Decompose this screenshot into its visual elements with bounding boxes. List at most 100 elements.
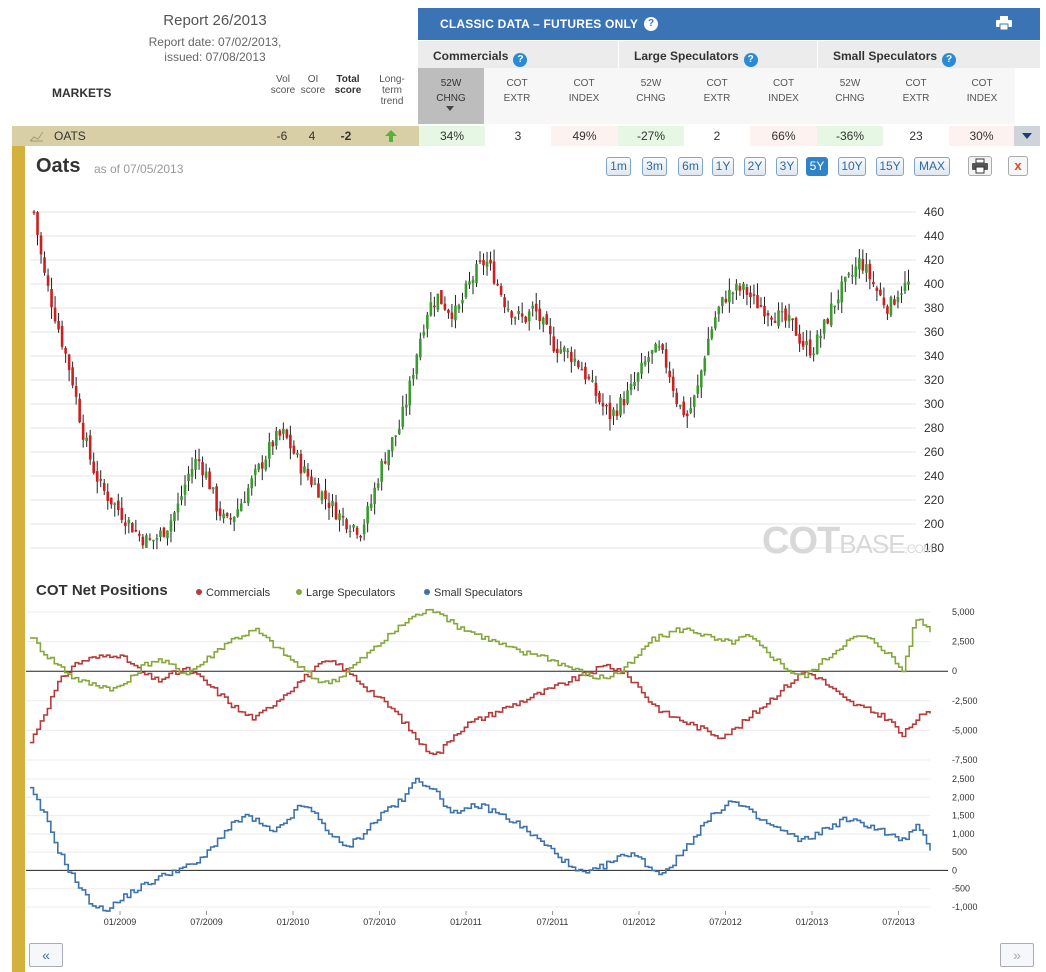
candle-body — [587, 376, 591, 379]
large-cot-extr: 2 — [713, 129, 721, 143]
candle-body — [426, 314, 429, 329]
candle-body — [352, 525, 355, 528]
range-3y-button[interactable]: 3Y — [776, 157, 798, 176]
candle-body — [138, 533, 141, 536]
candle-body — [812, 353, 815, 356]
range-10y-button[interactable]: 10Y — [838, 157, 866, 176]
candle-body — [320, 491, 324, 501]
candle-body — [780, 311, 784, 313]
candle-body — [275, 430, 278, 446]
series-small-speculators — [30, 777, 931, 912]
collapse-toggle[interactable] — [1014, 126, 1040, 146]
candle-body — [555, 348, 559, 354]
col-small-52w-chng[interactable]: 52W CHNG — [817, 68, 883, 124]
question-icon[interactable]: ? — [644, 17, 658, 31]
y-tick-label: -2,500 — [952, 696, 978, 706]
candle-body — [622, 398, 626, 406]
col-large-cot-extr[interactable]: COT EXTR — [684, 68, 750, 124]
next-button[interactable]: » — [1000, 943, 1034, 967]
candle-body — [433, 305, 436, 308]
markets-header: MARKETS — [52, 86, 112, 100]
arrow-up-icon — [385, 130, 397, 142]
candle-body — [190, 468, 194, 477]
candle-body — [710, 329, 714, 339]
candle-body — [699, 370, 703, 388]
legend-large-speculators[interactable]: Large Speculators — [296, 587, 395, 599]
candle-body — [131, 523, 134, 533]
y-tick-label: 0 — [952, 865, 957, 875]
question-icon[interactable]: ? — [743, 53, 758, 67]
question-icon[interactable]: ? — [513, 53, 528, 67]
col-comm-cot-extr[interactable]: COT EXTR — [484, 68, 550, 124]
candle-body — [250, 478, 254, 489]
candle-body — [183, 484, 187, 495]
question-icon[interactable]: ? — [942, 53, 957, 67]
candle-body — [457, 305, 461, 310]
prev-button[interactable]: « — [29, 943, 63, 967]
report-date: Report date: 07/02/2013, — [148, 35, 282, 49]
col-comm-cot-index[interactable]: COT INDEX — [550, 68, 618, 124]
candle-body — [563, 347, 566, 352]
range-6m-button[interactable]: 6m — [678, 157, 703, 176]
candle-body — [510, 311, 513, 318]
x-tick-label: 07/2010 — [363, 917, 396, 927]
market-row-oats[interactable]: OATS -6 4 -2 — [26, 126, 419, 146]
range-1y-button[interactable]: 1Y — [712, 157, 734, 176]
y-tick-label: 180 — [924, 541, 944, 555]
vol-score-header[interactable]: Vol score — [270, 74, 296, 96]
candle-body — [85, 437, 88, 442]
legend-small-speculators[interactable]: Small Speculators — [424, 587, 523, 599]
candle-body — [303, 466, 306, 473]
candle-body — [194, 458, 197, 470]
candle-body — [282, 428, 285, 434]
candle-body — [383, 461, 387, 464]
candle-body — [605, 404, 608, 407]
candle-body — [889, 296, 893, 316]
col-small-cot-extr[interactable]: COT EXTR — [883, 68, 949, 124]
row-marker — [12, 126, 26, 146]
candle-body — [359, 535, 362, 538]
range-5y-button[interactable]: 5Y — [806, 157, 828, 176]
col-small-cot-index[interactable]: COT INDEX — [949, 68, 1015, 124]
candle-body — [671, 376, 675, 391]
range-2y-button[interactable]: 2Y — [744, 157, 766, 176]
trend-header[interactable]: Long-term trend — [379, 74, 405, 107]
col-comm-52w-chng[interactable]: 52W CHNG — [418, 68, 484, 124]
candle-body — [805, 341, 808, 346]
candle-body — [903, 282, 907, 292]
candle-body — [397, 428, 401, 434]
candle-body — [197, 459, 201, 462]
candle-body — [499, 286, 503, 295]
candle-body — [429, 302, 433, 316]
col-large-52w-chng[interactable]: 52W CHNG — [618, 68, 684, 124]
as-of-date: as of 07/05/2013 — [94, 162, 184, 176]
close-button[interactable]: x — [1008, 156, 1028, 176]
range-15y-button[interactable]: 15Y — [876, 157, 904, 176]
candle-body — [310, 476, 313, 485]
candle-body — [531, 305, 535, 309]
y-tick-label: 500 — [952, 847, 967, 857]
range-3m-button[interactable]: 3m — [642, 157, 667, 176]
candle-body — [141, 536, 145, 546]
candle-body — [668, 370, 671, 378]
range-1m-button[interactable]: 1m — [606, 157, 631, 176]
oi-score-header[interactable]: OI score — [300, 74, 326, 96]
candle-body — [601, 402, 605, 407]
candle-body — [591, 380, 594, 382]
candle-body — [454, 305, 457, 321]
x-tick-label: 01/2009 — [104, 917, 137, 927]
total-score: -2 — [340, 129, 352, 143]
market-name[interactable]: OATS — [54, 129, 86, 143]
print-button[interactable] — [968, 156, 992, 176]
candle-body — [836, 299, 840, 304]
candle-body — [524, 316, 527, 323]
range-max-button[interactable]: MAX — [914, 157, 950, 176]
total-score-header[interactable]: Total score — [334, 74, 362, 96]
col-large-cot-index[interactable]: COT INDEX — [750, 68, 817, 124]
candle-body — [345, 519, 348, 530]
legend-commercials[interactable]: Commercials — [196, 587, 270, 599]
candle-body — [759, 305, 763, 307]
group-commercials: Commercials? — [418, 41, 618, 68]
printer-icon[interactable] — [996, 16, 1012, 31]
candle-body — [584, 366, 587, 380]
